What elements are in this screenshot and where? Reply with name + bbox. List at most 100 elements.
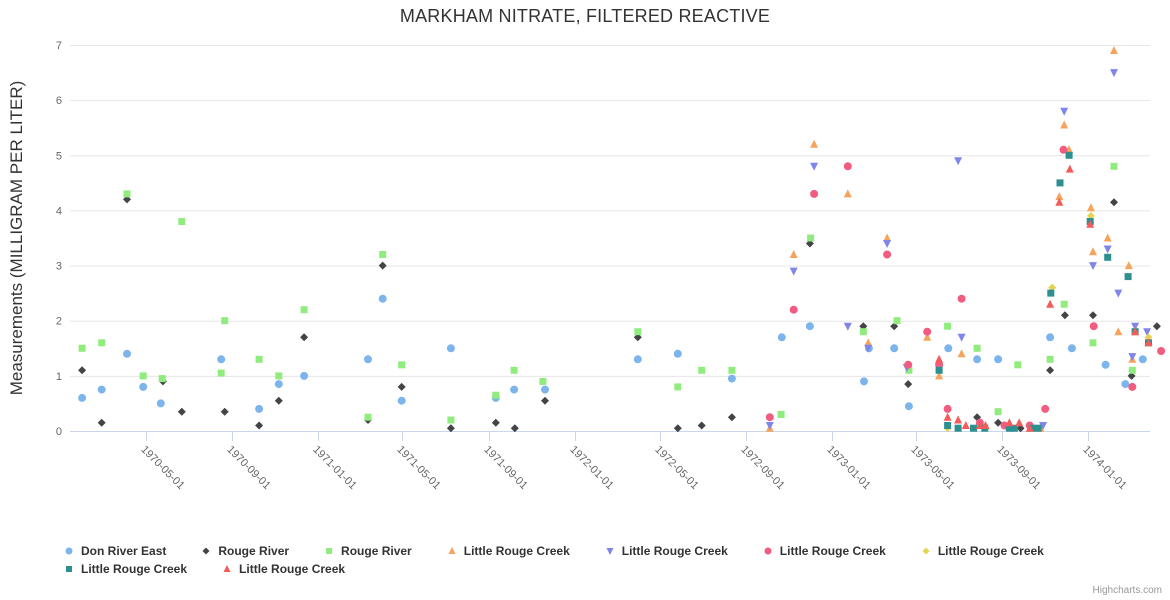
data-point[interactable] xyxy=(765,413,774,422)
data-point[interactable] xyxy=(633,355,642,364)
data-point[interactable] xyxy=(727,374,736,383)
data-point[interactable] xyxy=(994,408,1002,416)
data-point[interactable] xyxy=(1086,219,1095,228)
data-point[interactable] xyxy=(1065,151,1073,159)
data-point[interactable] xyxy=(634,328,642,336)
data-point[interactable] xyxy=(178,218,186,225)
data-point[interactable] xyxy=(777,411,785,418)
data-point[interactable] xyxy=(274,396,283,405)
data-point[interactable] xyxy=(673,349,682,358)
data-point[interactable] xyxy=(1047,289,1055,297)
data-point[interactable] xyxy=(78,366,87,375)
legend-item-1[interactable]: Rouge River xyxy=(200,544,289,558)
data-point[interactable] xyxy=(727,413,736,422)
data-point[interactable] xyxy=(789,267,798,276)
data-point[interactable] xyxy=(674,383,682,391)
legend-item-0[interactable]: Don River East xyxy=(63,544,166,558)
data-point[interactable] xyxy=(97,418,106,427)
data-point[interactable] xyxy=(139,382,148,391)
data-point[interactable] xyxy=(123,190,131,198)
data-point[interactable] xyxy=(606,548,614,555)
data-point[interactable] xyxy=(935,371,944,380)
data-point[interactable] xyxy=(1015,418,1024,427)
data-point[interactable] xyxy=(864,338,873,347)
data-point[interactable] xyxy=(994,418,1003,427)
data-point[interactable] xyxy=(1046,299,1055,308)
data-point[interactable] xyxy=(1110,198,1118,207)
data-point[interactable] xyxy=(1060,107,1069,116)
data-point[interactable] xyxy=(957,333,966,342)
data-point[interactable] xyxy=(981,421,990,429)
data-point[interactable] xyxy=(789,250,798,258)
data-point[interactable] xyxy=(300,306,308,314)
data-point[interactable] xyxy=(78,393,87,402)
data-point[interactable] xyxy=(697,421,706,430)
data-point[interactable] xyxy=(491,418,500,427)
data-point[interactable] xyxy=(807,234,815,242)
data-point[interactable] xyxy=(1128,366,1136,374)
legend-item-2[interactable]: Rouge River xyxy=(323,544,412,558)
data-point[interactable] xyxy=(1034,424,1042,432)
legend-item-7[interactable]: Little Rouge Creek xyxy=(63,562,187,576)
data-point[interactable] xyxy=(943,404,952,413)
data-point[interactable] xyxy=(904,380,913,389)
data-point[interactable] xyxy=(860,377,868,386)
data-point[interactable] xyxy=(883,233,892,242)
data-point[interactable] xyxy=(673,424,682,433)
data-point[interactable] xyxy=(98,339,106,347)
data-point[interactable] xyxy=(864,344,873,353)
data-point[interactable] xyxy=(805,322,814,331)
data-point[interactable] xyxy=(397,382,406,391)
data-point[interactable] xyxy=(1046,366,1055,375)
data-point[interactable] xyxy=(943,412,952,421)
data-point[interactable] xyxy=(905,366,913,374)
data-point[interactable] xyxy=(954,415,963,424)
data-point[interactable] xyxy=(1060,300,1068,308)
data-point[interactable] xyxy=(1131,327,1140,336)
data-point[interactable] xyxy=(1101,360,1110,369)
data-point[interactable] xyxy=(904,402,913,411)
data-point[interactable] xyxy=(1114,327,1123,336)
legend-item-5[interactable]: Little Rouge Creek xyxy=(762,544,886,558)
data-point[interactable] xyxy=(1103,233,1112,242)
data-point[interactable] xyxy=(364,413,372,421)
data-point[interactable] xyxy=(447,416,455,424)
data-point[interactable] xyxy=(765,422,774,430)
data-point[interactable] xyxy=(975,421,984,429)
data-point[interactable] xyxy=(446,424,455,433)
data-point[interactable] xyxy=(1103,245,1112,254)
data-point[interactable] xyxy=(973,355,982,364)
data-point[interactable] xyxy=(789,305,798,314)
data-point[interactable] xyxy=(300,333,309,342)
data-point[interactable] xyxy=(843,162,852,171)
data-point[interactable] xyxy=(378,294,387,303)
data-point[interactable] xyxy=(397,396,406,405)
data-point[interactable] xyxy=(492,391,500,399)
data-point[interactable] xyxy=(139,372,147,380)
data-point[interactable] xyxy=(510,385,519,394)
data-point[interactable] xyxy=(1067,344,1076,353)
data-point[interactable] xyxy=(922,547,930,555)
data-point[interactable] xyxy=(1089,311,1097,320)
data-point[interactable] xyxy=(541,396,549,405)
data-point[interactable] xyxy=(1110,162,1118,170)
highcharts-credits-link[interactable]: Highcharts.com xyxy=(1092,585,1162,596)
data-point[interactable] xyxy=(1110,46,1118,54)
data-point[interactable] xyxy=(1089,262,1097,271)
data-point[interactable] xyxy=(202,547,210,555)
data-point[interactable] xyxy=(1059,145,1068,154)
data-point[interactable] xyxy=(890,344,899,353)
data-point[interactable] xyxy=(1055,197,1064,206)
data-point[interactable] xyxy=(1005,418,1014,427)
data-point[interactable] xyxy=(1124,261,1133,270)
data-point[interactable] xyxy=(957,294,966,303)
data-point[interactable] xyxy=(1056,179,1064,187)
data-point[interactable] xyxy=(923,332,932,341)
data-point[interactable] xyxy=(810,162,819,171)
data-point[interactable] xyxy=(1055,192,1064,201)
data-point[interactable] xyxy=(904,360,913,369)
data-point[interactable] xyxy=(883,250,892,259)
data-point[interactable] xyxy=(957,349,966,358)
data-point[interactable] xyxy=(1121,380,1130,389)
data-point[interactable] xyxy=(378,261,387,270)
